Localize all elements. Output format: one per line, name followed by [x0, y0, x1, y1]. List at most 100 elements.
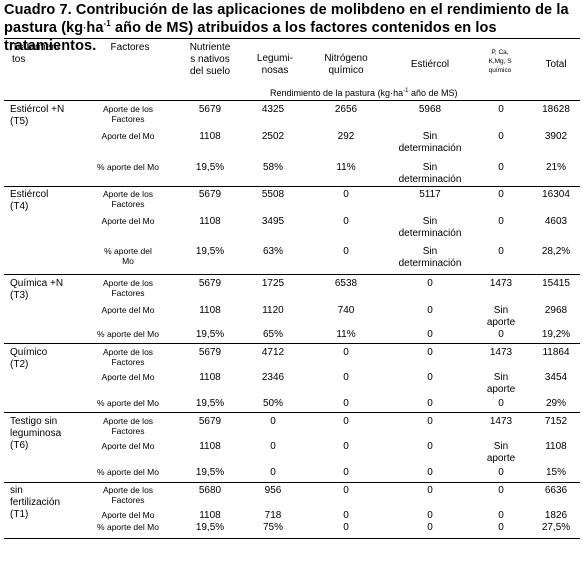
cell-pca: 0 — [498, 246, 504, 257]
group-rule — [4, 274, 580, 275]
group-rule — [4, 343, 580, 344]
cell-tot: 3454 — [544, 372, 568, 383]
cell-pca: 0 — [498, 510, 504, 521]
cell-tot: 4603 — [544, 216, 568, 227]
cell-est: 0 — [427, 278, 433, 289]
cell-pca: 0 — [498, 485, 504, 496]
group-rule — [4, 412, 580, 413]
cell-est: 0 — [427, 441, 433, 452]
cell-pca: 0 — [498, 162, 504, 173]
cell-leg: 0 — [270, 441, 276, 452]
header-leguminosas: Legumi- nosas — [256, 53, 294, 76]
cell-leg: 2346 — [261, 372, 285, 383]
cell-nut: 5679 — [198, 278, 222, 289]
cell-leg: 4325 — [261, 104, 285, 115]
cell-est: Sin determinación — [398, 131, 462, 154]
cell-nut: 19,5% — [195, 162, 225, 173]
cell-leg: 63% — [262, 246, 283, 257]
cell-nit: 0 — [343, 441, 349, 452]
cell-tot: 15% — [545, 467, 566, 478]
subheader-sup: -1 — [403, 88, 409, 94]
cell-nit: 0 — [343, 416, 349, 427]
cell-pca: Sin aporte — [486, 441, 516, 464]
cell-est: Sin determinación — [398, 246, 462, 269]
cell-est: 0 — [427, 398, 433, 409]
cell-tot: 28,2% — [541, 246, 571, 257]
cell-leg: 4712 — [261, 347, 285, 358]
factor-label: % aporte del Mo — [104, 246, 152, 266]
factor-label: Aporte del Mo — [101, 372, 155, 382]
cell-tot: 1108 — [545, 441, 567, 452]
cell-pca: 0 — [498, 189, 504, 200]
caption-superscript: -1 — [103, 19, 111, 29]
cell-est: 0 — [427, 305, 433, 316]
cell-nit: 0 — [343, 467, 349, 478]
cell-pca: 1473 — [489, 278, 513, 289]
cell-nut: 19,5% — [195, 329, 225, 340]
cell-est: 0 — [427, 329, 433, 340]
factor-label: % aporte del Mo — [97, 398, 159, 408]
factor-label: Aporte de los Factores — [102, 104, 154, 124]
cell-nut: 5679 — [198, 347, 222, 358]
factor-label: % aporte del Mo — [97, 522, 159, 532]
factor-label: Aporte del Mo — [101, 305, 155, 315]
cell-nit: 11% — [336, 329, 356, 340]
cell-tot: 1826 — [544, 510, 568, 521]
cell-nut: 1108 — [199, 305, 221, 316]
cell-nut: 5679 — [198, 189, 222, 200]
cell-nut: 19,5% — [195, 467, 225, 478]
header-nutrientes: Nutriente s nativos del suelo — [189, 42, 231, 77]
cell-leg: 718 — [264, 510, 282, 521]
treatment-label: Química +N (T3) — [10, 278, 64, 301]
cell-pca: Sin aporte — [486, 305, 516, 328]
top-rule — [4, 38, 580, 39]
cell-est: 0 — [427, 372, 433, 383]
subheader-c: año de MS) — [408, 88, 458, 98]
factor-label: % aporte del Mo — [97, 467, 159, 477]
subheader-b: ha — [393, 88, 404, 98]
cell-leg: 50% — [262, 398, 283, 409]
cell-nut: 1108 — [199, 510, 221, 521]
cell-pca: 1473 — [489, 347, 513, 358]
cell-est: 0 — [427, 467, 433, 478]
cell-est: 5968 — [418, 104, 442, 115]
bottom-rule — [4, 538, 580, 539]
cell-leg: 75% — [262, 522, 283, 533]
treatment-label: Estiércol +N (T5) — [10, 104, 65, 127]
group-rule — [4, 186, 580, 187]
cell-est: Sin determinación — [398, 162, 462, 185]
treatment-label: sin fertilización (T1) — [10, 485, 61, 520]
cell-tot: 3902 — [544, 131, 568, 142]
cell-nut: 19,5% — [195, 398, 225, 409]
factor-label: Aporte del Mo — [101, 441, 155, 451]
cell-pca: 0 — [498, 104, 504, 115]
cell-leg: 2502 — [261, 131, 285, 142]
subheader-a: Rendimiento de la pastura (kg — [270, 88, 391, 98]
treatment-label: Químico (T2) — [10, 347, 48, 370]
cell-pca: 0 — [498, 522, 504, 533]
cell-nit: 0 — [343, 246, 349, 257]
cell-nut: 5679 — [198, 416, 222, 427]
factor-label: Aporte de los Factores — [102, 485, 154, 505]
cell-nut: 1108 — [199, 131, 221, 142]
cell-tot: 18628 — [542, 104, 570, 115]
cell-tot: 21% — [545, 162, 566, 173]
cell-nut: 19,5% — [195, 522, 225, 533]
cell-tot: 15415 — [542, 278, 570, 289]
cell-nut: 5679 — [198, 104, 222, 115]
cell-nut: 5680 — [198, 485, 222, 496]
cell-nit: 0 — [343, 485, 349, 496]
factor-label: Aporte de los Factores — [102, 278, 154, 298]
cell-nit: 2656 — [334, 104, 358, 115]
factor-label: Aporte de los Factores — [102, 416, 154, 436]
header-pcak: P, Ca, K,Mg, S químico — [488, 49, 512, 74]
cell-leg: 1725 — [261, 278, 285, 289]
cell-pca: 0 — [498, 216, 504, 227]
cell-nit: 740 — [337, 305, 355, 316]
header-estiercol: Estiércol — [410, 59, 450, 70]
cell-est: 0 — [427, 347, 433, 358]
header-subheader: Rendimiento de la pastura (kg·ha-1 año d… — [270, 88, 458, 98]
treatment-label: Estiércol (T4) — [10, 189, 49, 212]
header-rule — [4, 100, 580, 101]
cell-nit: 0 — [343, 189, 349, 200]
